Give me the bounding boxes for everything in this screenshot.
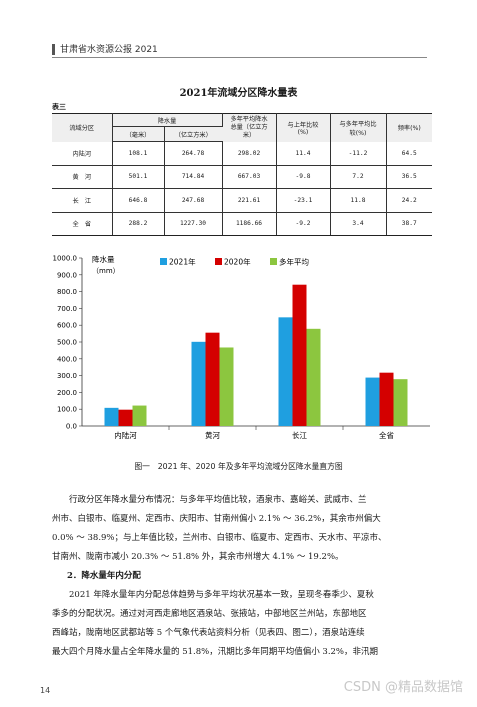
cell-mm: 288.2	[112, 212, 165, 236]
table-row: 黄 河 501.1 714.84 667.03 -9.8 7.2 36.5	[52, 165, 432, 189]
cell-region: 黄 河	[52, 165, 113, 189]
text-line: 行政分区年降水量分布情况：与多年平均值比较，酒泉市、嘉峪关、武威市、兰	[69, 495, 367, 505]
cell-vs-avg: 11.8	[330, 188, 387, 213]
cell-vol: 1227.30	[164, 212, 223, 236]
bar-2020	[379, 372, 394, 426]
bar-average	[306, 328, 321, 426]
y-tick-label: 600.0	[57, 322, 77, 330]
bar-2020	[205, 332, 220, 426]
y-tick-label: 400.0	[57, 355, 77, 363]
y-tick-label: 800.0	[57, 288, 77, 296]
header-region: 流域分区	[52, 113, 113, 142]
bar-2021	[278, 317, 293, 426]
cell-vol: 247.68	[164, 188, 223, 213]
x-tick-label: 全省	[379, 430, 394, 440]
header-vs-avg: 与多年平均比较(%)	[330, 113, 387, 142]
header-vs-last: 与上年比较(%)	[276, 113, 331, 142]
header-precip-vol: （亿立方米）	[164, 126, 222, 142]
bar-2021	[104, 407, 119, 426]
y-axis-label: 降水量	[92, 254, 115, 264]
bar-average	[393, 379, 408, 426]
cell-rate: 38.7	[386, 212, 432, 236]
legend-label: 2021年	[169, 257, 196, 267]
legend-label: 多年平均	[279, 257, 309, 267]
cell-vs-last: 11.4	[276, 141, 331, 166]
cell-avg: 298.02	[222, 141, 277, 166]
bar-2020	[118, 409, 133, 426]
cell-mm: 646.8	[112, 188, 165, 213]
text-line: 甘南州、陇南市减小 20.3% ～ 51.8% 外，其余市州增大 4.1% ～ …	[52, 552, 344, 562]
cell-vs-last: -9.2	[276, 212, 331, 236]
header-avg: 多年平均降水总量（亿立方米）	[222, 113, 277, 142]
table-number: 表三	[52, 103, 66, 111]
y-tick-label: 200.0	[57, 389, 77, 397]
x-tick-label: 黄河	[205, 430, 220, 440]
bar-2021	[191, 341, 206, 426]
text-line: 最大四个月降水量占全年降水量的 51.8%，汛期比多年同期平均值偏小 3.2%，…	[52, 647, 379, 657]
x-tick-label: 内陆河	[114, 430, 137, 440]
table-row: 全 省 288.2 1227.30 1186.66 -9.2 3.4 38.7	[52, 212, 432, 236]
header-precip-mm: （毫米）	[112, 126, 165, 142]
cell-avg: 1186.66	[222, 212, 277, 236]
text-line: 0.0% ～ 38.9%；与上年值比较，兰州市、白银市、临夏市、定西市、天水市、…	[52, 533, 387, 543]
header-accent-bar	[52, 44, 55, 55]
cell-vol: 264.78	[164, 141, 223, 166]
y-tick-label: 700.0	[57, 305, 77, 313]
y-axis-unit: （mm）	[92, 267, 120, 275]
legend-label: 2020年	[224, 257, 251, 267]
cell-vol: 714.84	[164, 165, 223, 189]
cell-region: 长 江	[52, 188, 113, 213]
text-line: 西峰站，陇南地区武都站等 5 个气象代表站资料分析（见表四、图二），酒泉站连续	[52, 628, 365, 638]
legend-swatch	[270, 258, 277, 265]
cell-vs-last: -9.8	[276, 165, 331, 189]
y-tick-label: 1000.0	[53, 255, 78, 263]
cell-mm: 501.1	[112, 165, 165, 189]
table-title: 2021年流域分区降水量表	[179, 88, 298, 99]
cell-vs-avg: 3.4	[330, 212, 387, 236]
bars	[104, 284, 408, 426]
precipitation-bar-chart: 降水量 （mm） 2021年 2020年 多年平均 0.0 100.0 200.0 300…	[53, 254, 430, 440]
cell-region: 全 省	[52, 212, 113, 236]
precipitation-table: 流域分区 降水量 多年平均降水总量（亿立方米） 与上年比较(%) 与多年平均比较…	[52, 113, 432, 236]
section-title: 2．降水量年内分配	[67, 571, 141, 581]
cell-avg: 221.61	[222, 188, 277, 213]
legend-swatch	[215, 258, 222, 265]
cell-avg: 667.03	[222, 165, 277, 189]
cell-vs-avg: -11.2	[330, 141, 387, 166]
text-line: 州市、白银市、临夏州、定西市、庆阳市、甘南州偏小 2.1% ～ 36.2%，其余…	[52, 514, 381, 524]
y-tick-label: 300.0	[57, 372, 77, 380]
y-tick-label: 0.0	[66, 423, 77, 431]
table-row: 长 江 646.8 247.68 221.61 -23.1 11.8 24.2	[52, 188, 432, 213]
page-number: 14	[40, 686, 51, 695]
paragraph-admin-distribution: 行政分区年降水量分布情况：与多年平均值比较，酒泉市、嘉峪关、武威市、兰 州市、白…	[52, 491, 430, 567]
y-tick-label: 900.0	[57, 271, 77, 279]
bar-average	[132, 405, 147, 426]
cell-rate: 64.5	[386, 141, 432, 166]
y-tick-label: 500.0	[57, 339, 77, 347]
cell-rate: 36.5	[386, 165, 432, 189]
header-precip: 降水量	[112, 113, 223, 127]
table-row: 内陆河 108.1 264.78 298.02 11.4 -11.2 64.5	[52, 141, 432, 166]
figure-caption: 图一 2021 年、2020 年及多年平均流域分区降水量直方图	[134, 462, 343, 471]
header-rule	[52, 57, 427, 58]
watermark: CSDN @精品数据馆	[343, 680, 463, 695]
x-tick-label: 长江	[292, 430, 307, 440]
y-tick-label: 100.0	[57, 406, 77, 414]
legend-swatch	[160, 258, 167, 265]
cell-vs-avg: 7.2	[330, 165, 387, 189]
legend: 2021年 2020年 多年平均	[160, 257, 309, 267]
cell-mm: 108.1	[112, 141, 165, 166]
bar-2020	[292, 284, 307, 426]
bar-2021	[365, 377, 380, 426]
cell-rate: 24.2	[386, 188, 432, 213]
running-title: 甘肃省水资源公报 2021	[60, 45, 158, 55]
header-rate: 频率(%)	[386, 113, 432, 142]
text-line: 季多的分配状况。通过对河西走廊地区酒泉站、张掖站，中部地区兰州站，东部地区	[52, 609, 367, 619]
text-line: 2021 年降水量年内分配总体趋势与多年平均状况基本一致，呈现冬春季少、夏秋	[69, 590, 374, 600]
cell-vs-last: -23.1	[276, 188, 331, 213]
paragraph-annual-distribution: 2021 年降水量年内分配总体趋势与多年平均状况基本一致，呈现冬春季少、夏秋 季…	[52, 586, 430, 662]
bar-average	[219, 347, 234, 426]
cell-region: 内陆河	[52, 141, 113, 166]
